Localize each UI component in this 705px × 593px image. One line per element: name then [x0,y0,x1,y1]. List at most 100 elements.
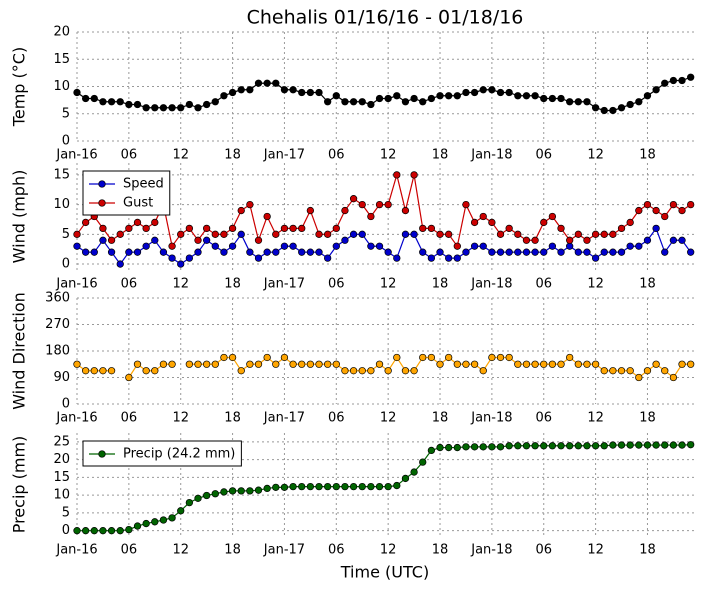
data-point [574,248,582,256]
x-tick-label: 06 [535,543,552,558]
y-tick-label: 15 [53,470,70,485]
data-point [375,360,384,368]
data-point [488,86,496,94]
data-point [107,367,116,375]
data-point [375,242,384,250]
data-point [151,236,159,244]
data-point [652,441,660,449]
data-point [470,360,479,368]
data-point [246,487,254,495]
data-point [116,260,124,268]
data-point [298,360,306,368]
data-point [367,242,375,250]
data-point [583,248,591,256]
data-point [194,360,202,368]
data-point [220,230,228,238]
data-point [652,86,660,94]
data-point [643,236,652,244]
data-point [254,236,263,244]
data-point [203,224,211,233]
data-point [306,360,315,368]
data-point [427,353,436,362]
y-axis-label: Temp (°C) [10,47,29,127]
data-point [99,527,107,535]
data-point [591,442,600,450]
legend: Precip (24.2 mm) [82,440,242,467]
data-point [445,230,453,238]
data-point [617,224,626,233]
data-point [669,236,678,244]
data-point [566,353,574,362]
data-point [574,230,582,238]
data-point [496,88,505,97]
data-point [548,442,557,450]
data-point [142,242,150,250]
x-tick-label: 18 [639,148,656,163]
data-point [177,230,185,238]
data-point [540,248,548,256]
x-tick-label: 12 [380,277,397,292]
data-point [315,360,323,368]
data-point [324,98,332,106]
data-point [488,248,496,256]
data-point [531,92,539,100]
data-point [609,248,617,256]
data-point [617,441,626,449]
data-point [384,248,392,256]
x-tick-label: 12 [587,148,604,163]
data-point [315,482,323,491]
data-point [557,248,565,256]
data-point [341,98,349,106]
data-point [669,441,678,449]
x-tick-label: Jan-17 [263,277,305,292]
data-point [254,486,263,494]
data-point [522,442,531,450]
data-point [332,242,340,250]
data-point [246,360,254,368]
data-point [73,230,81,238]
data-point [237,367,245,375]
data-point [341,206,349,215]
data-point [410,367,418,375]
data-point [462,200,470,209]
y-tick-label: 5 [62,505,70,520]
data-point [488,218,496,227]
legend-marker [98,199,106,207]
data-point [237,487,245,495]
x-tick-label: Jan-17 [263,543,305,558]
data-point [73,360,81,368]
data-point [687,248,695,256]
x-tick-label: 12 [172,277,189,292]
y-tick-label: 15 [53,52,70,67]
x-tick-label: 18 [639,411,656,426]
data-point [540,360,548,368]
data-point [574,98,582,106]
data-point [237,230,245,238]
data-point [168,254,176,262]
data-point [220,488,228,496]
data-point [133,360,142,368]
data-point [81,218,90,227]
data-point [583,360,591,368]
data-point [566,442,574,450]
data-point [401,367,410,375]
data-point [73,242,81,250]
data-point [522,92,531,100]
data-point [488,353,496,362]
data-point [246,200,254,209]
data-point [453,443,461,452]
data-point [470,443,479,451]
data-point [211,98,219,106]
data-point [479,367,487,375]
data-point [298,482,306,491]
y-tick-label: 0 [62,523,70,538]
data-point [661,79,669,87]
data-point [358,200,366,209]
data-point [687,360,695,368]
data-point [177,260,185,268]
data-point [557,442,565,450]
data-point [384,200,392,209]
data-point [90,527,98,535]
data-point [81,367,90,375]
data-point [289,224,297,233]
